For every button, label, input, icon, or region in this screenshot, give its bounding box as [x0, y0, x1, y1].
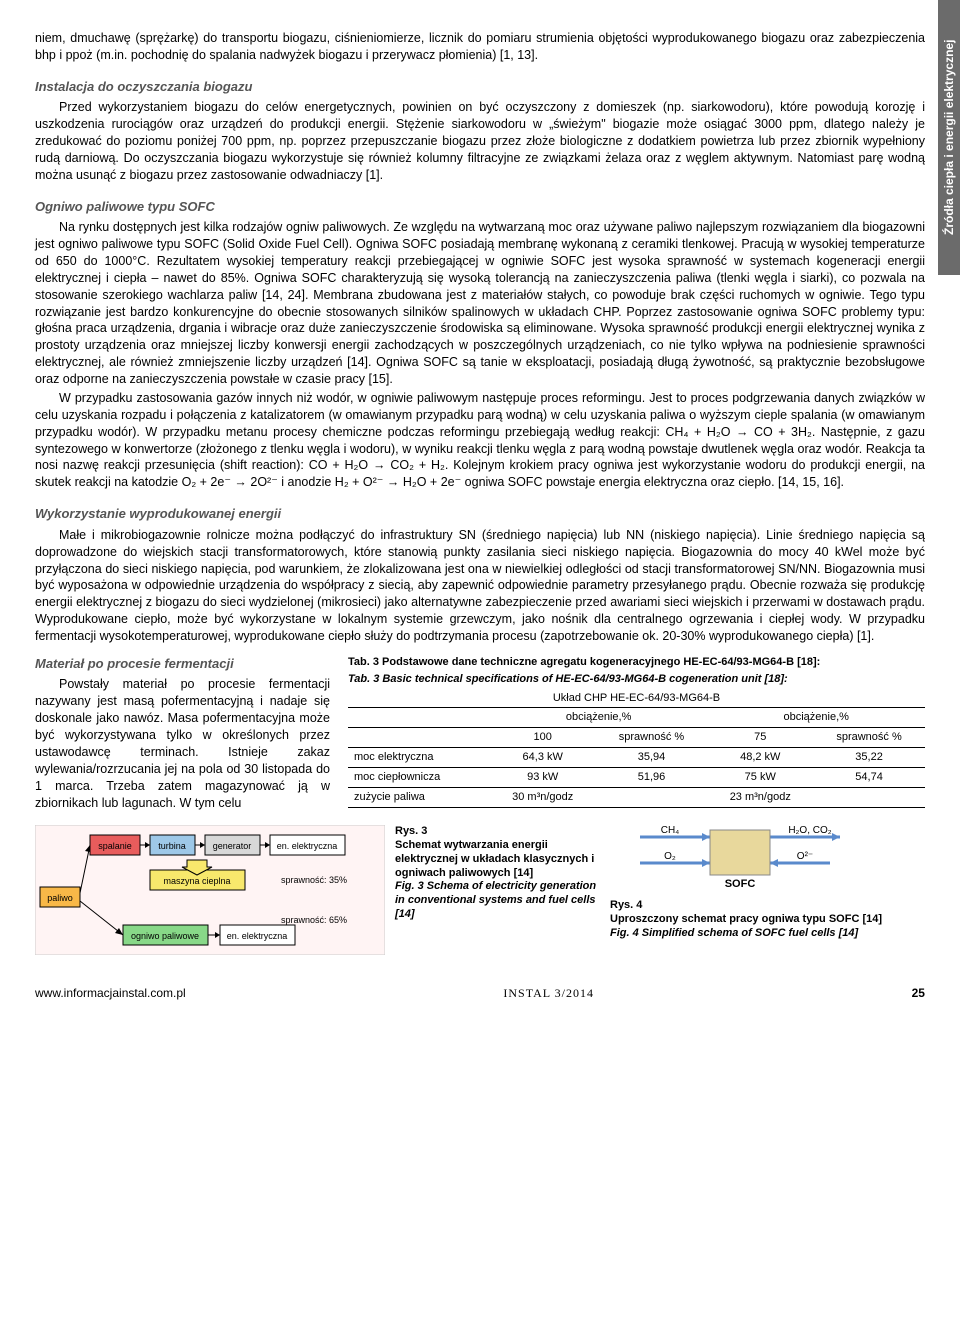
r1c: 48,2 kW	[707, 748, 813, 768]
svg-text:generator: generator	[213, 841, 252, 851]
page-footer: www.informacjainstal.com.pl INSTAL 3/201…	[35, 985, 925, 1001]
table-header: Układ CHP HE-EC-64/93-MG64-B	[348, 689, 925, 708]
table-sub1: obciążenie,%	[490, 708, 708, 728]
svg-text:ogniwo paliwowe: ogniwo paliwowe	[131, 931, 199, 941]
svg-text:spalanie: spalanie	[98, 841, 132, 851]
spec-table: Układ CHP HE-EC-64/93-MG64-B obciążenie,…	[348, 689, 925, 808]
fig3-caption: Rys. 3 Schemat wytwarzania energii elekt…	[395, 825, 600, 921]
r2a: 93 kW	[490, 767, 596, 787]
sec2-title: Ogniwo paliwowe typu SOFC	[35, 198, 925, 216]
r3a: 30 m³n/godz	[490, 787, 596, 807]
svg-text:maszyna cieplna: maszyna cieplna	[163, 876, 230, 886]
c100: 100	[490, 728, 596, 748]
r1b: 35,94	[596, 748, 708, 768]
svg-text:O²⁻: O²⁻	[797, 851, 813, 862]
cspr2: sprawność %	[813, 728, 925, 748]
svg-text:sprawność: 35%: sprawność: 35%	[281, 875, 347, 885]
r1-lbl: moc elektryczna	[348, 748, 490, 768]
r1d: 35,22	[813, 748, 925, 768]
fig4-caption: Rys. 4 Uproszczony schemat pracy ogniwa …	[610, 899, 925, 940]
table-caption-en: Tab. 3 Basic technical specifications of…	[348, 673, 788, 685]
cspr: sprawność %	[596, 728, 708, 748]
table-caption-pl: Tab. 3 Podstawowe dane techniczne agrega…	[348, 655, 925, 670]
sec1-title: Instalacja do oczyszczania biogazu	[35, 78, 925, 96]
svg-text:CH₄: CH₄	[661, 825, 680, 836]
table-sub2: obciążenie,%	[707, 708, 925, 728]
side-tab: Źródła ciepła i energii elektrycznej	[938, 0, 960, 275]
intro-para: niem, dmuchawę (sprężarkę) do transportu…	[35, 30, 925, 64]
svg-text:en. elektryczna: en. elektryczna	[227, 931, 288, 941]
svg-text:en. elektryczna: en. elektryczna	[277, 841, 338, 851]
r2-lbl: moc ciepłownicza	[348, 767, 490, 787]
footer-issue: INSTAL 3/2014	[503, 985, 594, 1001]
sec1-para: Przed wykorzystaniem biogazu do celów en…	[35, 99, 925, 183]
footer-page: 25	[912, 985, 925, 1001]
r2d: 54,74	[813, 767, 925, 787]
svg-text:paliwo: paliwo	[47, 893, 73, 903]
c75: 75	[707, 728, 813, 748]
sec4-title: Materiał po procesie fermentacji	[35, 655, 330, 673]
sec4-para: Powstały materiał po procesie fermentacj…	[35, 676, 330, 811]
sec3-para: Małe i mikrobiogazownie rolnicze można p…	[35, 527, 925, 645]
svg-text:H₂O, CO₂: H₂O, CO₂	[788, 825, 831, 836]
r1a: 64,3 kW	[490, 748, 596, 768]
diagram-3: spalanie turbina generator en. elektrycz…	[35, 825, 385, 960]
diagram-4: CH₄ H₂O, CO₂ O₂ O²⁻ SOFC	[610, 825, 870, 890]
svg-text:turbina: turbina	[158, 841, 186, 851]
svg-text:O₂: O₂	[664, 851, 676, 862]
sec2a-para: Na rynku dostępnych jest kilka rodzajów …	[35, 219, 925, 388]
r3-lbl: zużycie paliwa	[348, 787, 490, 807]
sec2b-para: W przypadku zastosowania gazów innych ni…	[35, 390, 925, 491]
svg-text:sprawność: 65%: sprawność: 65%	[281, 915, 347, 925]
footer-url: www.informacjainstal.com.pl	[35, 985, 186, 1001]
sec3-title: Wykorzystanie wyprodukowanej energii	[35, 505, 925, 523]
r2c: 75 kW	[707, 767, 813, 787]
r3c: 23 m³n/godz	[707, 787, 813, 807]
svg-text:SOFC: SOFC	[725, 878, 756, 890]
r2b: 51,96	[596, 767, 708, 787]
